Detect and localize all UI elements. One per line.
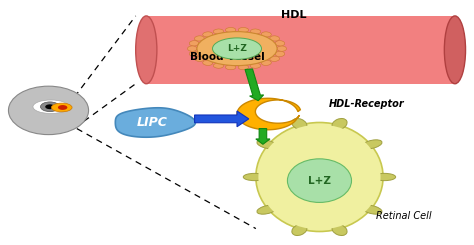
Ellipse shape xyxy=(332,224,347,235)
FancyArrow shape xyxy=(245,69,264,101)
Ellipse shape xyxy=(444,16,465,84)
Ellipse shape xyxy=(261,32,271,37)
Ellipse shape xyxy=(257,205,277,214)
Ellipse shape xyxy=(188,46,197,51)
Ellipse shape xyxy=(40,102,59,112)
FancyBboxPatch shape xyxy=(146,16,455,84)
FancyArrow shape xyxy=(256,129,270,144)
Ellipse shape xyxy=(136,16,157,84)
Ellipse shape xyxy=(292,119,307,130)
Ellipse shape xyxy=(238,27,248,32)
Polygon shape xyxy=(237,98,301,130)
Ellipse shape xyxy=(58,105,67,110)
Ellipse shape xyxy=(194,56,204,61)
Ellipse shape xyxy=(197,32,277,66)
Ellipse shape xyxy=(275,51,285,57)
Ellipse shape xyxy=(45,104,55,109)
Ellipse shape xyxy=(270,36,280,41)
Ellipse shape xyxy=(275,41,285,46)
Text: L+Z: L+Z xyxy=(227,44,247,53)
Ellipse shape xyxy=(373,173,396,181)
Ellipse shape xyxy=(189,41,199,46)
Ellipse shape xyxy=(362,205,382,214)
Text: HDL: HDL xyxy=(281,10,306,20)
Ellipse shape xyxy=(226,65,236,70)
Ellipse shape xyxy=(212,38,262,59)
Ellipse shape xyxy=(261,60,271,65)
Polygon shape xyxy=(115,108,195,137)
Ellipse shape xyxy=(332,119,347,130)
Ellipse shape xyxy=(277,46,286,51)
Ellipse shape xyxy=(292,224,307,235)
Ellipse shape xyxy=(213,63,224,68)
Text: L+Z: L+Z xyxy=(308,176,331,186)
Ellipse shape xyxy=(270,56,280,61)
Text: LIPC: LIPC xyxy=(137,116,168,129)
FancyBboxPatch shape xyxy=(145,16,456,84)
Ellipse shape xyxy=(243,173,266,181)
Ellipse shape xyxy=(258,125,381,229)
Text: Blood Vessel: Blood Vessel xyxy=(190,52,264,62)
Ellipse shape xyxy=(33,100,69,113)
Ellipse shape xyxy=(51,103,72,112)
Ellipse shape xyxy=(362,140,382,149)
Ellipse shape xyxy=(9,86,89,135)
Ellipse shape xyxy=(250,29,261,34)
Ellipse shape xyxy=(250,63,261,68)
Ellipse shape xyxy=(194,36,204,41)
Ellipse shape xyxy=(203,32,213,37)
Ellipse shape xyxy=(257,140,277,149)
Ellipse shape xyxy=(238,65,248,70)
Ellipse shape xyxy=(256,122,383,232)
FancyArrow shape xyxy=(195,111,249,127)
Ellipse shape xyxy=(226,27,236,32)
Text: HDL-Receptor: HDL-Receptor xyxy=(329,99,404,109)
Ellipse shape xyxy=(213,29,224,34)
Text: Retinal Cell: Retinal Cell xyxy=(376,211,432,221)
Ellipse shape xyxy=(189,51,199,57)
Ellipse shape xyxy=(203,60,213,65)
Ellipse shape xyxy=(287,159,352,202)
